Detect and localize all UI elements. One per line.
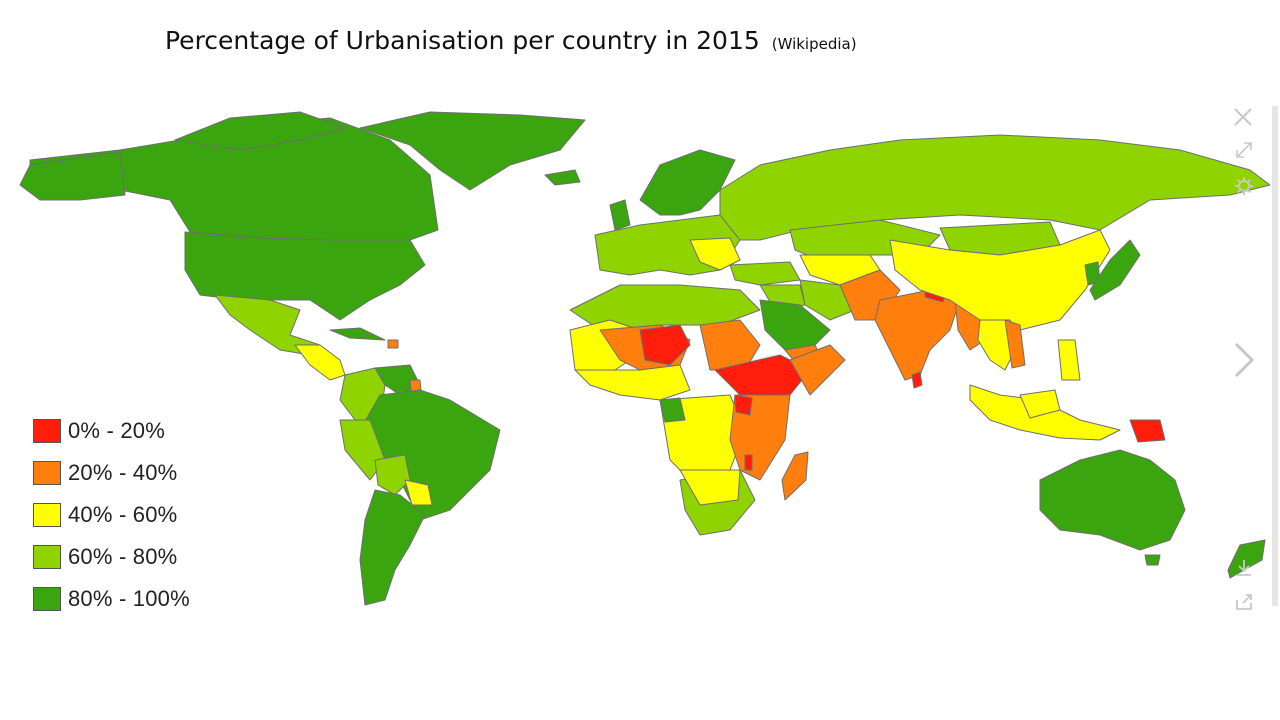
region-sudan: [699, 319, 761, 371]
region-tasmania: [1144, 554, 1161, 566]
world-map: [19, 111, 1271, 606]
legend-item: 80% - 100%: [33, 578, 190, 620]
region-central-america: [294, 344, 346, 381]
next-arrow-icon[interactable]: [1230, 340, 1258, 380]
legend-item: 20% - 40%: [33, 452, 190, 494]
expand-icon[interactable]: [1234, 140, 1254, 160]
region-greenland: [359, 111, 586, 191]
region-india: [874, 289, 961, 381]
region-paraguay: [404, 479, 433, 506]
region-cuba: [329, 327, 386, 341]
region-borneo: [1019, 389, 1061, 419]
region-australia: [1039, 449, 1186, 551]
region-madagascar: [781, 451, 809, 501]
close-icon[interactable]: [1232, 106, 1254, 128]
map-title: Percentage of Urbanisation per country i…: [165, 26, 857, 55]
region-china: [889, 229, 1111, 331]
legend-swatch: [33, 503, 61, 527]
region-papua-new-guinea: [1129, 419, 1166, 443]
region-iceland: [544, 169, 581, 186]
legend-swatch: [33, 419, 61, 443]
legend-item: 0% - 20%: [33, 410, 190, 452]
region-west-africa-coast: [574, 364, 691, 401]
download-icon[interactable]: [1234, 558, 1254, 578]
legend: 0% - 20% 20% - 40% 40% - 60% 60% - 80% 8…: [33, 410, 190, 620]
region-turkey: [729, 261, 801, 286]
legend-swatch: [33, 587, 61, 611]
region-alaska: [19, 151, 126, 201]
region-namibia-zimbabwe: [679, 469, 741, 506]
viewer-scrollbar[interactable]: [1272, 106, 1278, 606]
source-text: (Wikipedia): [771, 35, 857, 53]
region-gabon-congo: [659, 397, 686, 423]
region-uganda-rwanda: [734, 394, 753, 416]
region-philippines: [1057, 339, 1081, 381]
legend-label: 20% - 40%: [68, 460, 178, 485]
gear-icon[interactable]: [1234, 176, 1254, 196]
legend-swatch: [33, 461, 61, 485]
region-bolivia: [374, 454, 411, 496]
region-chad-sahel: [639, 324, 691, 366]
region-malawi: [744, 454, 753, 471]
legend-label: 40% - 60%: [68, 502, 178, 527]
region-argentina-chile: [359, 489, 426, 606]
region-japan: [1089, 239, 1141, 301]
legend-item: 40% - 60%: [33, 494, 190, 536]
region-russia: [719, 134, 1271, 241]
region-sri-lanka: [911, 371, 923, 389]
region-horn-of-africa: [789, 344, 846, 396]
share-icon[interactable]: [1234, 592, 1254, 612]
region-haiti: [387, 339, 399, 349]
region-vietnam: [1004, 319, 1026, 369]
region-arctic-islands: [174, 111, 346, 151]
region-venezuela: [374, 364, 421, 396]
legend-label: 0% - 20%: [68, 418, 165, 443]
region-usa: [184, 231, 426, 321]
legend-label: 80% - 100%: [68, 586, 190, 611]
title-text: Percentage of Urbanisation per country i…: [165, 26, 760, 55]
legend-item: 60% - 80%: [33, 536, 190, 578]
region-uk: [609, 199, 631, 231]
legend-label: 60% - 80%: [68, 544, 178, 569]
legend-swatch: [33, 545, 61, 569]
